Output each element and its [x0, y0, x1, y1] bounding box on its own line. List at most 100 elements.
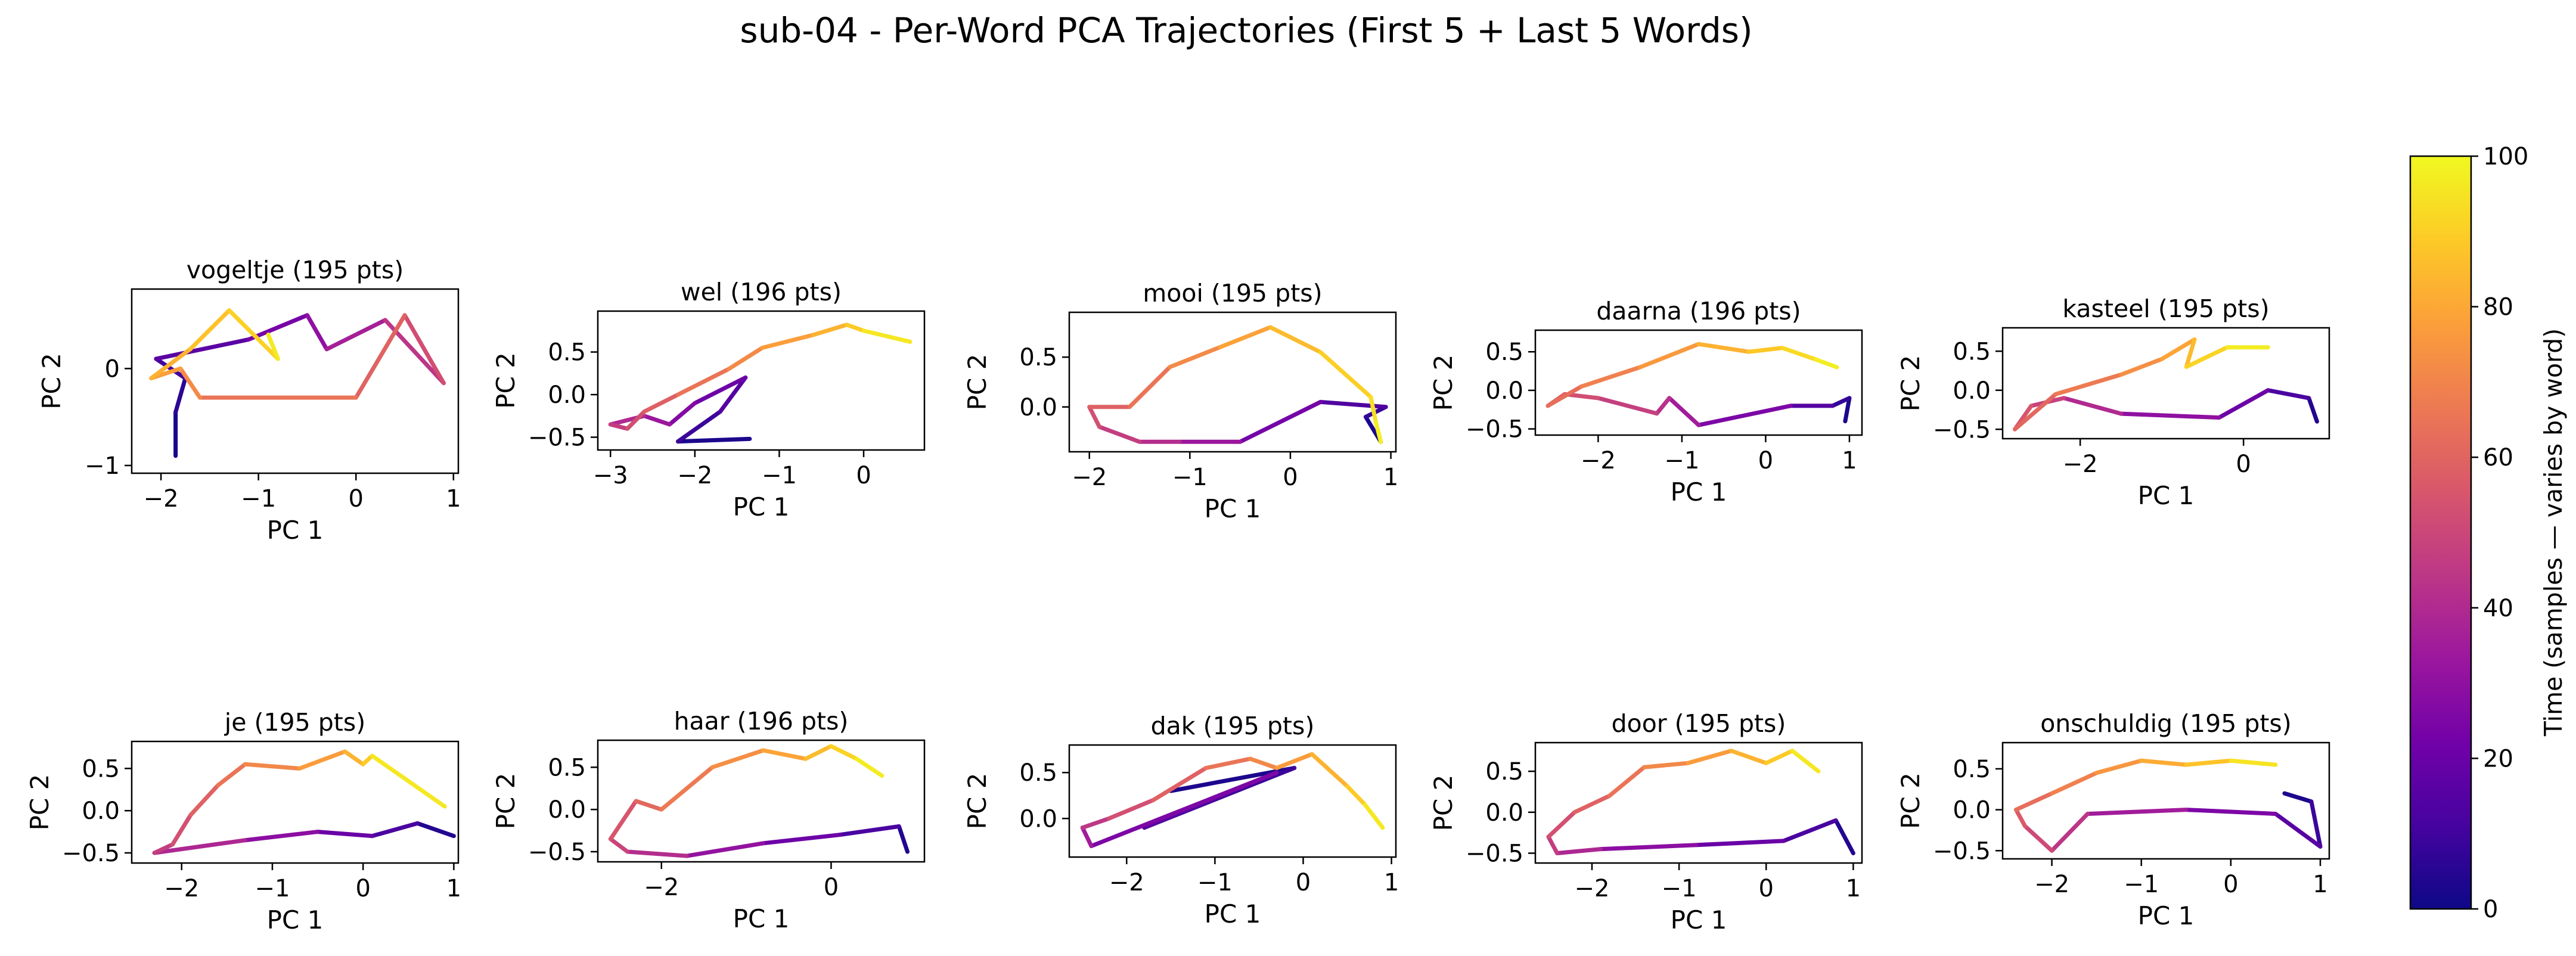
trajectory-segment: [170, 812, 193, 847]
subplot-panel: −2 −1 0 1 −0.5 0.0 0.5 daarna (196 pts) PC 1 PC 2: [1429, 297, 1863, 507]
trajectory-line: [1087, 325, 1388, 444]
colorbar-tick-label: 40: [2483, 595, 2513, 622]
trajectory-segment: [854, 756, 884, 778]
x-tick-label: −1: [241, 485, 276, 513]
axes-frame: [1534, 329, 1863, 436]
trajectory-segment: [1579, 365, 1643, 389]
trajectory-segment: [1814, 357, 1839, 370]
x-axis-label: PC 1: [2138, 481, 2195, 510]
y-tick-label: 0.5: [1485, 339, 1523, 366]
axes-frame: [131, 288, 460, 474]
x-tick-label: −2: [1575, 875, 1610, 902]
y-tick-label: 0.0: [1019, 805, 1057, 833]
trajectory-segment: [718, 375, 748, 414]
trajectory-line: [608, 744, 910, 858]
x-tick-label: −2: [2063, 451, 2098, 478]
y-tick-label: 0.0: [1485, 377, 1523, 405]
x-tick-label: 1: [1846, 875, 1861, 902]
trajectory-segment: [1696, 342, 1751, 354]
trajectory-segment: [2184, 345, 2230, 369]
axes-frame: [1534, 741, 1863, 864]
trajectory-segment: [896, 824, 910, 854]
x-tick-label: 0: [2236, 451, 2251, 478]
trajectory-segment: [1545, 384, 1584, 408]
trajectory-segment: [676, 409, 722, 444]
x-tick-label: −2: [677, 462, 712, 489]
trajectory-segment: [1667, 396, 1701, 427]
trajectory-segment: [2273, 811, 2323, 849]
y-tick-label: 0.5: [1953, 338, 1991, 365]
trajectory-segment: [2050, 771, 2099, 796]
trajectory-segment: [324, 318, 387, 352]
colorbar-tick-label: 0: [2483, 896, 2498, 923]
trajectory-segment: [1599, 843, 1699, 852]
trajectory-segment: [1204, 756, 1253, 771]
trajectory-segment: [154, 337, 251, 361]
trajectory-segment: [1168, 345, 1222, 370]
subplot-panel: −2 −1 0 1 −0.5 0.0 0.5 je (195 pts) PC 1 PC 2: [25, 708, 461, 935]
y-tick-label: −0.5: [528, 839, 586, 866]
trajectory-segment: [1238, 399, 1323, 444]
trajectory-segment: [2014, 808, 2028, 828]
trajectory-segment: [634, 799, 664, 812]
trajectory-segment: [2184, 758, 2233, 767]
trajectory-segment: [1780, 346, 1818, 362]
subplot-title: kasteel (195 pts): [2062, 294, 2269, 323]
trajectory-segment: [1318, 399, 1388, 409]
y-tick-label: 0.5: [1019, 344, 1057, 371]
y-tick-label: 0: [105, 355, 120, 383]
axes-frame: [597, 310, 926, 451]
trajectory-segment: [1607, 765, 1647, 798]
y-axis-label: PC 2: [963, 354, 992, 411]
trajectory-segment: [608, 422, 630, 431]
trajectory-segment: [1318, 350, 1373, 399]
x-tick-label: 0: [856, 462, 871, 489]
trajectory-segment: [2094, 758, 2144, 775]
colorbar-tick-label: 80: [2483, 294, 2513, 321]
trajectory-line: [1080, 752, 1385, 849]
y-tick-label: −0.5: [1466, 840, 1523, 868]
trajectory-segment: [659, 765, 715, 812]
trajectory-segment: [178, 366, 203, 400]
y-axis-label: PC 2: [1429, 775, 1458, 831]
trajectory-segment: [1218, 325, 1273, 349]
axes-frame: [2001, 327, 2330, 440]
trajectory-segment: [305, 313, 329, 352]
trajectory-segment: [243, 830, 320, 843]
trajectory-segment: [667, 401, 697, 427]
trajectory-segment: [1746, 346, 1785, 354]
y-tick-label: −0.5: [62, 840, 120, 867]
y-tick-label: −1: [85, 452, 120, 480]
trajectory-segment: [608, 799, 638, 842]
trajectory-segment: [1248, 756, 1279, 771]
y-tick-label: 0.0: [1953, 797, 1991, 824]
subplot-panel: −2 −1 0 1 −1 0 vogeltje (195 pts) PC 1 PC 2: [37, 256, 461, 545]
trajectory-segment: [608, 837, 630, 854]
trajectory-segment: [1686, 749, 1734, 765]
trajectory-segment: [2119, 356, 2164, 377]
trajectory-segment: [2309, 799, 2323, 849]
trajectory-segment: [152, 838, 247, 855]
trajectory-segment: [1080, 825, 1094, 849]
x-axis-label: PC 1: [1205, 899, 1261, 929]
trajectory-segment: [642, 414, 672, 427]
trajectory-segment: [227, 308, 280, 361]
trajectory-segment: [1830, 396, 1852, 408]
y-tick-label: 0.0: [548, 796, 586, 824]
x-tick-label: 0: [1758, 447, 1773, 474]
x-axis-label: PC 1: [733, 492, 790, 522]
trajectory-segment: [1729, 749, 1768, 765]
y-axis-label: PC 2: [491, 352, 520, 409]
trajectory-line: [1545, 342, 1852, 427]
axes-frame: [1068, 744, 1397, 858]
x-axis-label: PC 1: [2138, 901, 2195, 930]
trajectory-segment: [2282, 791, 2314, 804]
trajectory-segment: [2053, 373, 2124, 396]
trajectory-segment: [1363, 802, 1385, 830]
x-tick-label: −1: [2124, 871, 2159, 898]
trajectory-line: [149, 308, 446, 458]
x-tick-label: −1: [1197, 869, 1233, 896]
y-tick-label: 0.5: [548, 339, 586, 367]
y-tick-label: 0.5: [548, 754, 586, 781]
